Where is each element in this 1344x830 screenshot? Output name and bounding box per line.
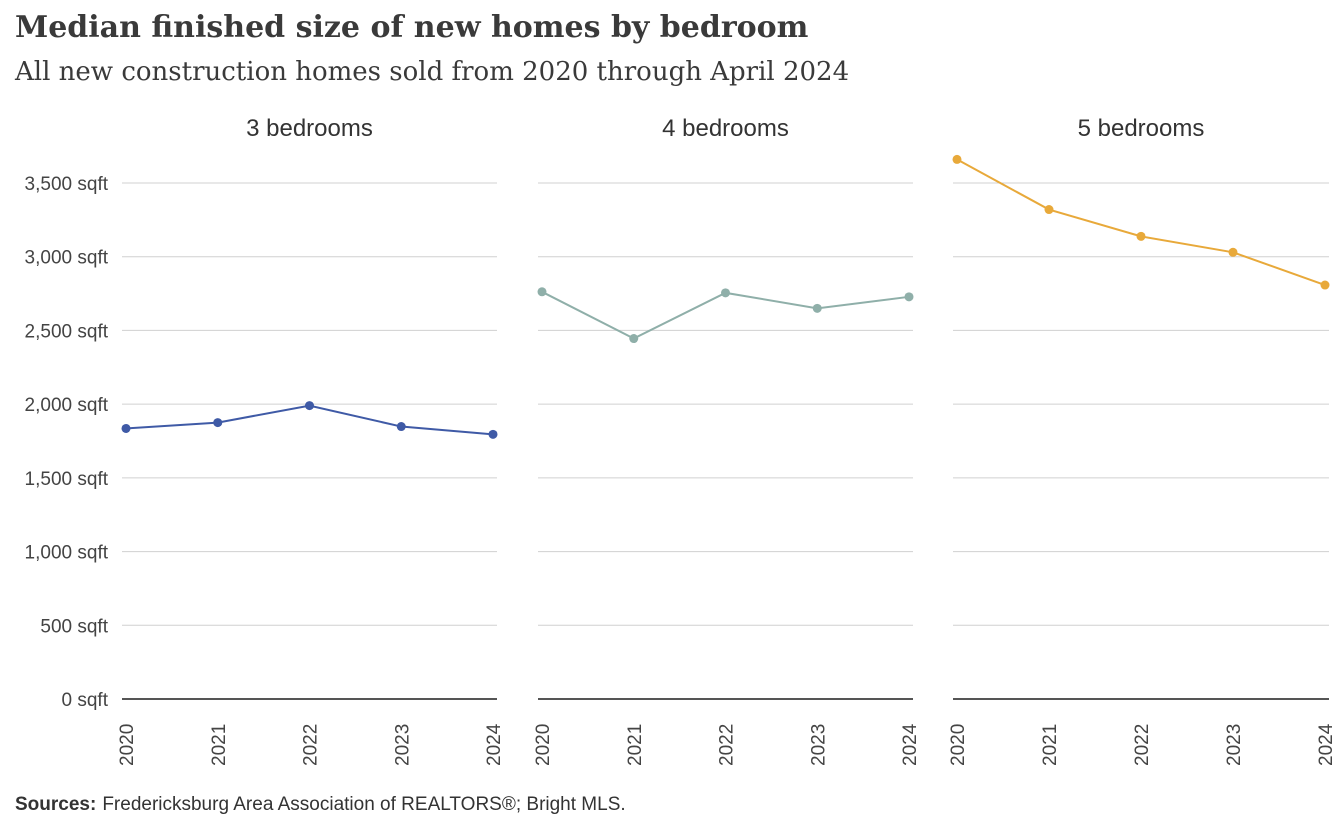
panel-title: 3 bedrooms [246, 115, 373, 142]
x-tick-label: 2021 [209, 724, 230, 766]
data-point [1320, 280, 1330, 290]
panel: 5 bedrooms 2020 2021 2022 2023 2024 [948, 115, 1337, 766]
series-line [541, 290, 910, 340]
x-tick-label: 2022 [717, 724, 738, 766]
y-axis: 0 sqft 500 sqft 1,000 sqft 1,500 sqft 2,000 … [25, 174, 109, 711]
data-point [121, 423, 131, 433]
source-note: Sources: Fredericksburg Area Association … [15, 794, 626, 815]
x-tick-label: 2022 [301, 724, 322, 766]
data-point [812, 303, 822, 313]
data-point [952, 154, 962, 164]
panel-title: 4 bedrooms [662, 115, 789, 142]
y-tick-label: 0 sqft [62, 690, 109, 711]
y-tick-label: 1,500 sqft [25, 469, 109, 490]
x-tick-label: 2022 [1132, 724, 1153, 766]
data-point [1136, 231, 1146, 241]
y-tick-label: 1,000 sqft [25, 543, 109, 564]
data-point [305, 401, 314, 411]
data-point [721, 288, 730, 298]
series-line [956, 158, 1326, 286]
x-tick-label: 2024 [1316, 723, 1337, 766]
x-tick-label: 2020 [533, 724, 554, 766]
x-tick-label: 2023 [1224, 724, 1245, 766]
data-point [396, 422, 406, 432]
x-tick-label: 2020 [948, 724, 969, 766]
y-tick-label: 2,500 sqft [25, 321, 109, 342]
data-point [213, 418, 223, 428]
x-tick-label: 2020 [117, 724, 138, 766]
data-point [1228, 247, 1238, 257]
x-tick-label: 2024 [900, 723, 921, 766]
chart-title: Median finished size of new homes by bed… [15, 10, 809, 45]
y-tick-label: 500 sqft [40, 616, 108, 637]
source-text: Fredericksburg Area Association of REALT… [102, 794, 625, 815]
y-tick-label: 3,000 sqft [25, 248, 109, 269]
x-tick-label: 2021 [625, 724, 646, 766]
data-point [537, 287, 547, 297]
source-label: Sources: [15, 794, 96, 815]
chart-subtitle: All new construction homes sold from 202… [14, 57, 849, 87]
panel: 4 bedrooms 2020 2021 2022 2023 2024 [533, 115, 921, 766]
panel: 3 bedrooms 2020 2021 2022 2023 2024 [117, 115, 505, 766]
y-tick-label: 2,000 sqft [25, 395, 109, 416]
x-tick-label: 2021 [1040, 724, 1061, 766]
data-point [1044, 205, 1054, 215]
x-tick-label: 2023 [808, 724, 829, 766]
data-point [629, 334, 639, 344]
y-tick-label: 3,500 sqft [25, 174, 109, 195]
panel-title: 5 bedrooms [1078, 115, 1205, 142]
x-tick-label: 2023 [392, 724, 413, 766]
data-point [488, 429, 498, 439]
x-tick-label: 2024 [484, 723, 505, 766]
data-point [904, 292, 914, 302]
